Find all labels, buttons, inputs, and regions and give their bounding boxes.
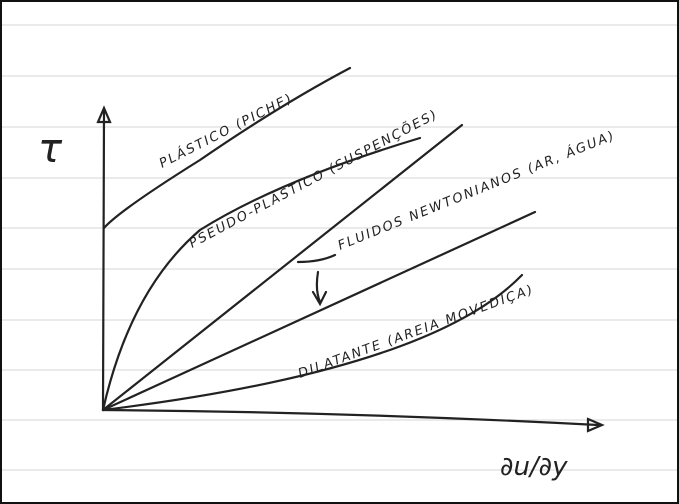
newtonian-line-1 <box>101 123 464 412</box>
ruled-lines <box>2 24 677 471</box>
newtonian-line-2 <box>101 210 537 412</box>
x-axis-label: ∂u/∂y <box>500 452 568 482</box>
pseudo-plastic-curve <box>101 136 422 412</box>
y-axis-label: τ <box>38 126 63 172</box>
pointer-arrows <box>296 253 337 307</box>
axes <box>96 105 605 433</box>
dilatant-curve <box>101 273 524 412</box>
plastic-curve <box>102 66 352 230</box>
curves <box>101 66 537 412</box>
